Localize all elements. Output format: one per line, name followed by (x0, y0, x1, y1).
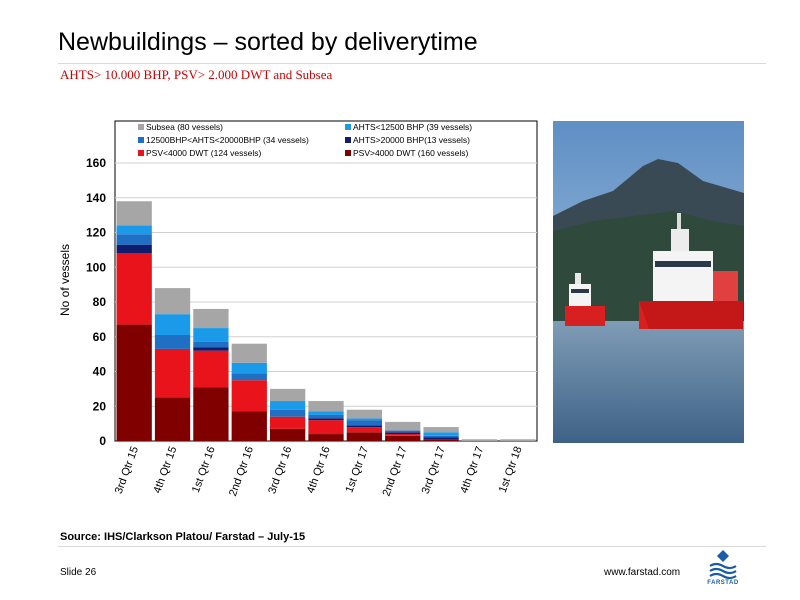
bar-segment (462, 439, 497, 441)
bar-segment (232, 411, 267, 441)
bar-segment (270, 389, 305, 401)
bar-segment (270, 410, 305, 417)
bar-segment (270, 429, 305, 441)
bar-segment (308, 434, 343, 441)
footer-divider (58, 546, 766, 547)
y-tick-label: 20 (93, 399, 107, 413)
bar-segment (155, 349, 190, 398)
bar-segment (385, 422, 420, 431)
bar-segment (423, 439, 458, 441)
bar-segment (308, 418, 343, 420)
x-tick-label: 3rd Qtr 16 (266, 445, 294, 496)
vessel-photo (553, 121, 744, 443)
bar-segment (155, 314, 190, 335)
x-tick-label: 1st Qtr 18 (497, 445, 525, 494)
y-tick-label: 40 (93, 365, 107, 379)
bar-segment (193, 328, 228, 342)
bar-segment (308, 411, 343, 414)
x-tick-label: 1st Qtr 16 (190, 445, 218, 494)
slide-number: Slide 26 (60, 567, 96, 578)
bar-segment (117, 226, 152, 235)
bar-segment (270, 417, 305, 429)
bar-segment (385, 432, 420, 434)
y-tick-label: 140 (86, 191, 106, 205)
x-tick-label: 4th Qtr 16 (305, 445, 333, 495)
y-tick-label: 100 (86, 260, 106, 274)
legend-swatch (138, 150, 144, 156)
bar-segment (232, 380, 267, 411)
x-tick-label: 4th Qtr 17 (458, 445, 486, 495)
legend-entry: PSV<4000 DWT (124 vessels) (146, 148, 262, 158)
bar-segment (155, 398, 190, 441)
x-axis-tick-labels: 3rd Qtr 15 4th Qtr 15 1st Qtr 16 2nd Qtr 16… (113, 445, 525, 498)
y-tick-label: 60 (93, 330, 107, 344)
bar-segment (423, 427, 458, 432)
x-tick-label: 1st Qtr 17 (343, 445, 371, 494)
legend-swatch (345, 124, 351, 130)
bar-segment (193, 309, 228, 328)
x-tick-label: 3rd Qtr 17 (420, 445, 448, 496)
bar-segment (117, 325, 152, 441)
y-axis-tick-labels: 0 20 40 60 80 100 120 140 160 (86, 156, 106, 448)
bar-segment (385, 436, 420, 441)
bar-segment (193, 347, 228, 350)
y-tick-label: 120 (86, 226, 106, 240)
bar-segment (117, 253, 152, 324)
website-link[interactable]: www.farstad.com (604, 567, 680, 578)
legend-swatch (345, 137, 351, 143)
bar-segment (423, 432, 458, 435)
bar-segment (232, 344, 267, 363)
bar-segment (347, 427, 382, 432)
legend-entry: Subsea (80 vessels) (146, 122, 223, 132)
farstad-logo-icon (706, 548, 740, 582)
bar-segment (117, 234, 152, 244)
bar-segment (193, 342, 228, 347)
y-tick-label: 0 (99, 434, 106, 448)
bar-segment (347, 418, 382, 420)
legend-entry: AHTS>20000 BHP(13 vessels) (353, 135, 470, 145)
bar-segment (117, 201, 152, 225)
source-note: Source: IHS/Clarkson Platou/ Farstad – J… (60, 531, 305, 543)
bar-segment (155, 288, 190, 314)
bar-segment (500, 439, 535, 441)
legend-swatch (138, 124, 144, 130)
legend-entry: AHTS<12500 BHP (39 vessels) (353, 122, 472, 132)
bar-segment (385, 431, 420, 433)
y-tick-label: 80 (93, 295, 107, 309)
bar-segment (308, 401, 343, 411)
x-tick-label: 4th Qtr 15 (151, 445, 179, 495)
bar-segment (155, 335, 190, 349)
legend-swatch (138, 137, 144, 143)
bar-segment (308, 415, 343, 418)
x-tick-label: 3rd Qtr 15 (113, 445, 141, 496)
logo-wordmark: FARSTAD (703, 580, 743, 586)
y-axis-label: No of vessels (58, 244, 72, 316)
bar-segment (270, 401, 305, 410)
bar-segment (385, 434, 420, 436)
bar-segment (193, 387, 228, 441)
bar-segment (347, 432, 382, 441)
bar-segment (347, 425, 382, 427)
bar-segment (193, 351, 228, 387)
bar-segment (347, 410, 382, 419)
legend-entry: 12500BHP<AHTS<20000BHP (34 vessels) (146, 135, 309, 145)
bar-segment (347, 420, 382, 425)
bar-segment (423, 436, 458, 438)
x-tick-label: 2nd Qtr 17 (380, 445, 409, 498)
bar-segment (308, 420, 343, 434)
legend-entry: PSV>4000 DWT (160 vessels) (353, 148, 469, 158)
bar-segment (117, 245, 152, 254)
bar-segment (232, 363, 267, 373)
bar-segment (423, 438, 458, 440)
legend-swatch (345, 150, 351, 156)
bar-segment (232, 373, 267, 380)
y-tick-label: 160 (86, 156, 106, 170)
x-tick-label: 2nd Qtr 16 (227, 445, 256, 498)
